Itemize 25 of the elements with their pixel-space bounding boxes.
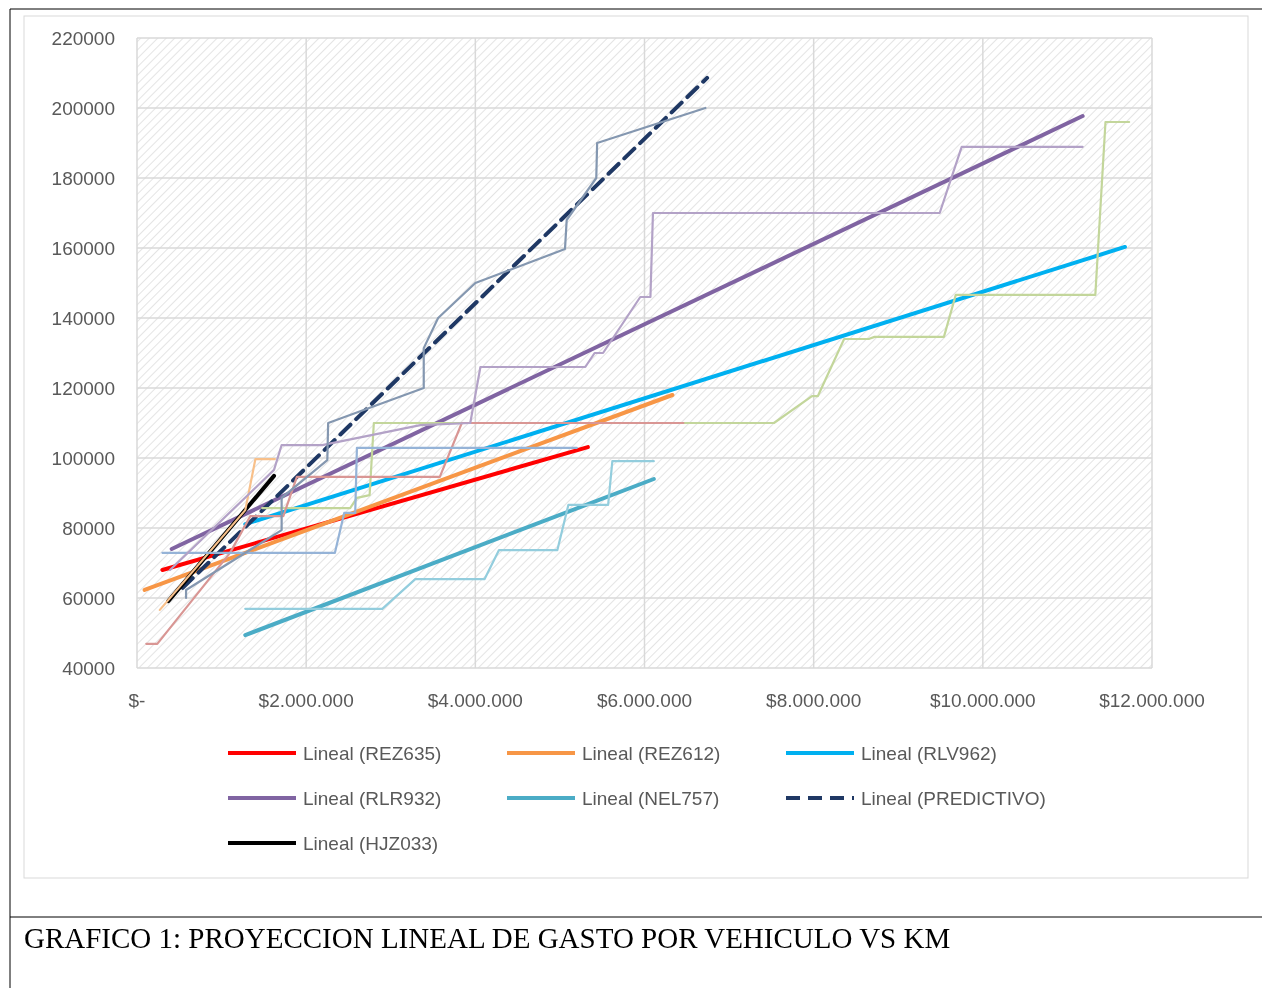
x-tick-label: $4.000.000 [427,689,523,711]
legend-label: Lineal (RLV962) [861,742,997,764]
y-tick-label: 80000 [62,517,115,539]
y-tick-label: 120000 [51,377,115,399]
legend-label: Lineal (REZ612) [582,742,721,764]
y-tick-label: 200000 [51,97,115,119]
x-tick-label: $12.000.000 [1099,689,1205,711]
y-tick-label: 180000 [51,167,115,189]
text: GRAFICO 1: PROYECCION LINEAL DE GASTO POR VEHICULO VS KM [24,922,951,954]
y-tick-label: 40000 [62,657,115,679]
x-tick-label: $- [128,689,146,711]
y-tick-label: 60000 [62,587,115,609]
x-tick-label: $8.000.000 [766,689,862,711]
legend-label: Lineal (REZ635) [303,742,442,764]
legend-label: Lineal (NEL757) [582,787,720,809]
y-tick-label: 160000 [51,237,115,259]
x-tick-label: $6.000.000 [596,689,693,711]
legend-label: Lineal (RLR932) [303,787,442,809]
legend-label: Lineal (HJZ033) [303,832,439,854]
y-tick-label: 220000 [51,27,115,49]
legend-label: Lineal (PREDICTIVO) [861,787,1046,809]
x-tick-label: $10.000.000 [930,689,1036,711]
x-tick-label: $2.000.000 [258,689,354,711]
y-tick-label: 100000 [51,447,115,469]
y-tick-label: 140000 [51,307,115,329]
